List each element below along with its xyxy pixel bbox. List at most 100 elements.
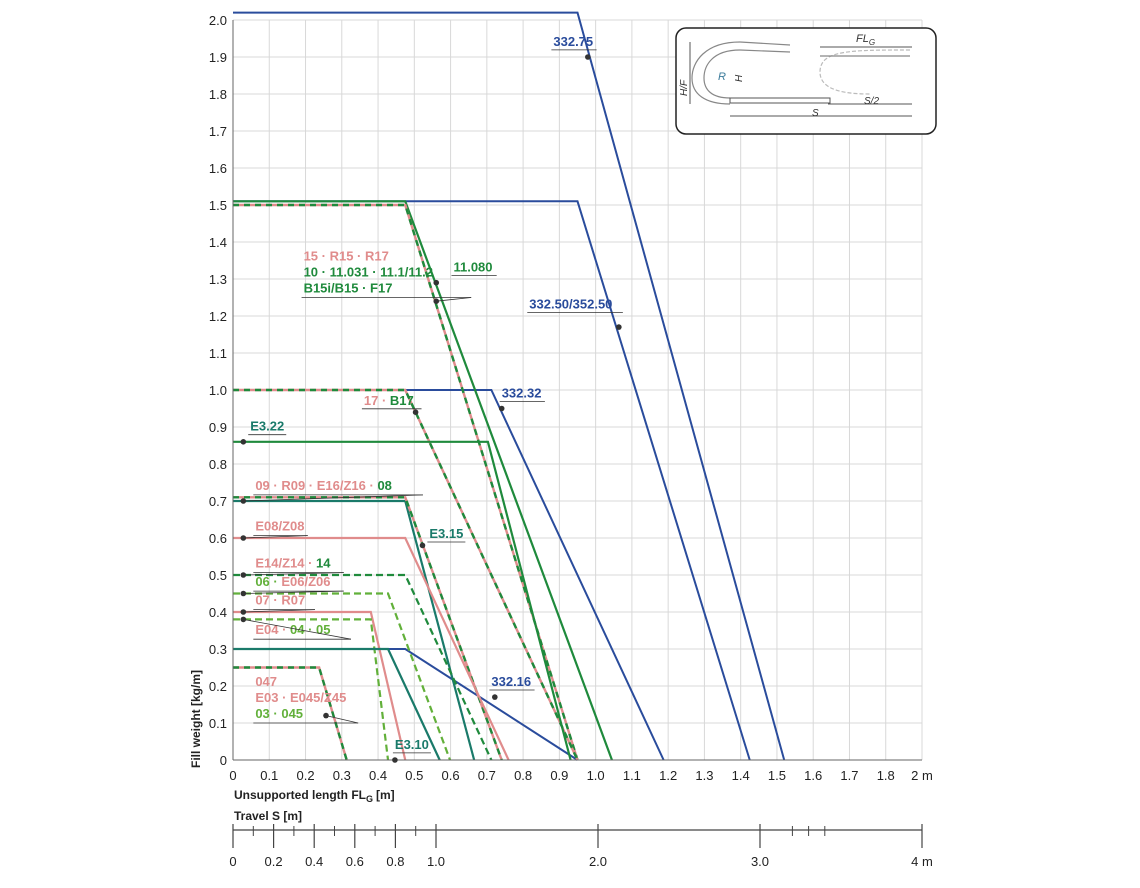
x-tick-label: 1.4 (732, 768, 750, 783)
label-marker (433, 279, 440, 286)
inset-chain-right (819, 49, 911, 95)
x-tick-label: 0.2 (296, 768, 314, 783)
y-tick-label: 0.1 (209, 716, 227, 731)
multi-label-connector (436, 297, 472, 302)
travel-tick-label: 1.0 (427, 854, 445, 869)
series-label-1: 332.50/352.50 (529, 297, 612, 312)
multi-label-7-1: E03 · E045/Z45 (255, 690, 346, 705)
label-marker (240, 535, 247, 541)
travel-tick-label: 0.6 (346, 854, 364, 869)
travel-tick-label: 0.2 (265, 854, 283, 869)
inset-diagram: FLG H/F R H S S/2 (675, 27, 937, 135)
multi-label-0-0: 15 · R15 · R17 (304, 249, 389, 264)
x-tick-label: 1.8 (877, 768, 895, 783)
label-marker (240, 439, 247, 445)
y-tick-label: 1.7 (209, 124, 227, 139)
multi-label-2-0: E08/Z08 (255, 519, 304, 534)
label-marker (240, 572, 247, 578)
y-tick-label: 0.6 (209, 531, 227, 546)
x-tick-label: 1.0 (587, 768, 605, 783)
inset-label-h: H (734, 74, 745, 82)
series-line-5 (233, 203, 579, 761)
y-tick-label: 1.6 (209, 161, 227, 176)
multi-label-7-2: 03 · 045 (255, 706, 303, 721)
inset-chain-top (739, 41, 791, 46)
x-axis-title-unit: [m] (376, 788, 395, 802)
series-label-5: 17 · B17 (364, 393, 414, 408)
series-line-10 (233, 536, 510, 761)
multi-label-7-0: 047 (255, 674, 277, 689)
y-tick-label: 0.5 (209, 568, 227, 583)
inset-label-fl: FLG (856, 33, 875, 47)
y-tick-label: 1.2 (209, 309, 227, 324)
x-tick-label: 0.6 (442, 768, 460, 783)
series-line-4 (233, 200, 613, 761)
x-tick-label: 0.3 (333, 768, 351, 783)
label-marker (240, 590, 247, 597)
travel-tick-label: 4 m (911, 854, 933, 869)
y-tick-label: 1.3 (209, 272, 227, 287)
travel-axis-title: Travel S [m] (234, 809, 302, 823)
multi-label-connector (243, 590, 344, 594)
series-line-0 (233, 11, 786, 761)
x-tick-label: 1.2 (659, 768, 677, 783)
label-marker (240, 498, 247, 504)
travel-tick-label: 0.8 (386, 854, 404, 869)
x-tick-label: 1.5 (768, 768, 786, 783)
series-line-11 (233, 573, 493, 761)
travel-tick-label: 0.4 (305, 854, 323, 869)
series-label-4: 11.080 (453, 260, 492, 275)
multi-label-1-0: 09 · R09 · E16/Z16 · 08 (255, 478, 392, 493)
x-tick-label: 1.1 (623, 768, 641, 783)
multi-label-6-0: E04 · 04 · 05 (255, 622, 330, 637)
multi-label-connector (325, 715, 359, 724)
inset-chain-upper (691, 41, 741, 105)
y-axis-title: Fill weight [kg/m] (189, 670, 203, 768)
inset-label-s2: S/2 (864, 96, 879, 107)
series-line-9 (233, 496, 503, 761)
label-marker (323, 712, 329, 719)
multi-label-3-0: E14/Z14 · 14 (255, 556, 331, 571)
y-tick-label: 0.9 (209, 420, 227, 435)
multi-label-connector (243, 572, 344, 576)
x-tick-label: 0.7 (478, 768, 496, 783)
y-tick-label: 0.4 (209, 605, 227, 620)
multi-label-connector (243, 535, 308, 539)
inset-label-r: R (718, 71, 726, 83)
series-layer (233, 11, 786, 761)
multi-label-5-0: 07 · R07 (255, 593, 305, 608)
series-label-2: 332.32 (502, 385, 542, 400)
inset-label-s: S (812, 108, 819, 119)
y-tick-label: 1.0 (209, 383, 227, 398)
x-tick-label: 1.7 (840, 768, 858, 783)
travel-tick-label: 3.0 (751, 854, 769, 869)
inset-label-hf: H/F (679, 79, 690, 96)
multi-label-4-0: 06 · E06/Z06 (255, 574, 330, 589)
inset-frame (675, 27, 937, 135)
label-marker (392, 757, 398, 763)
x-tick-label: 0.4 (369, 768, 387, 783)
label-marker (240, 609, 247, 615)
x-tick-label: 1.6 (804, 768, 822, 783)
x-axis-title-main: Unsupported length FL (234, 788, 366, 802)
travel-tick-label: 2.0 (589, 854, 607, 869)
y-tick-label: 1.4 (209, 235, 227, 250)
x-tick-label: 1.3 (695, 768, 713, 783)
x-tick-label: 0.5 (405, 768, 423, 783)
y-tick-label: 1.8 (209, 87, 227, 102)
y-tick-label: 2.0 (209, 13, 227, 28)
x-axis-title: Unsupported length FLG [m] (234, 788, 395, 804)
axes-layer: 0 0.1 0.2 0.3 0.4 0.5 0.6 0.7 0.8 0.9 1.0 1.1 1.2 1.3… (209, 13, 933, 783)
label-marker (240, 616, 247, 623)
series-line-7 (233, 440, 572, 761)
inset-chain-top2 (739, 49, 791, 53)
y-tick-label: 1.9 (209, 50, 227, 65)
x-tick-label: 0.8 (514, 768, 532, 783)
series-label-3: 332.16 (491, 674, 531, 689)
y-tick-label: 1.5 (209, 198, 227, 213)
multi-label-0-2: B15i/B15 · F17 (304, 281, 393, 296)
series-line-6 (233, 388, 579, 761)
label-marker (498, 405, 505, 412)
x-tick-label: 2 m (911, 768, 933, 783)
series-label-0: 332.75 (553, 34, 593, 49)
